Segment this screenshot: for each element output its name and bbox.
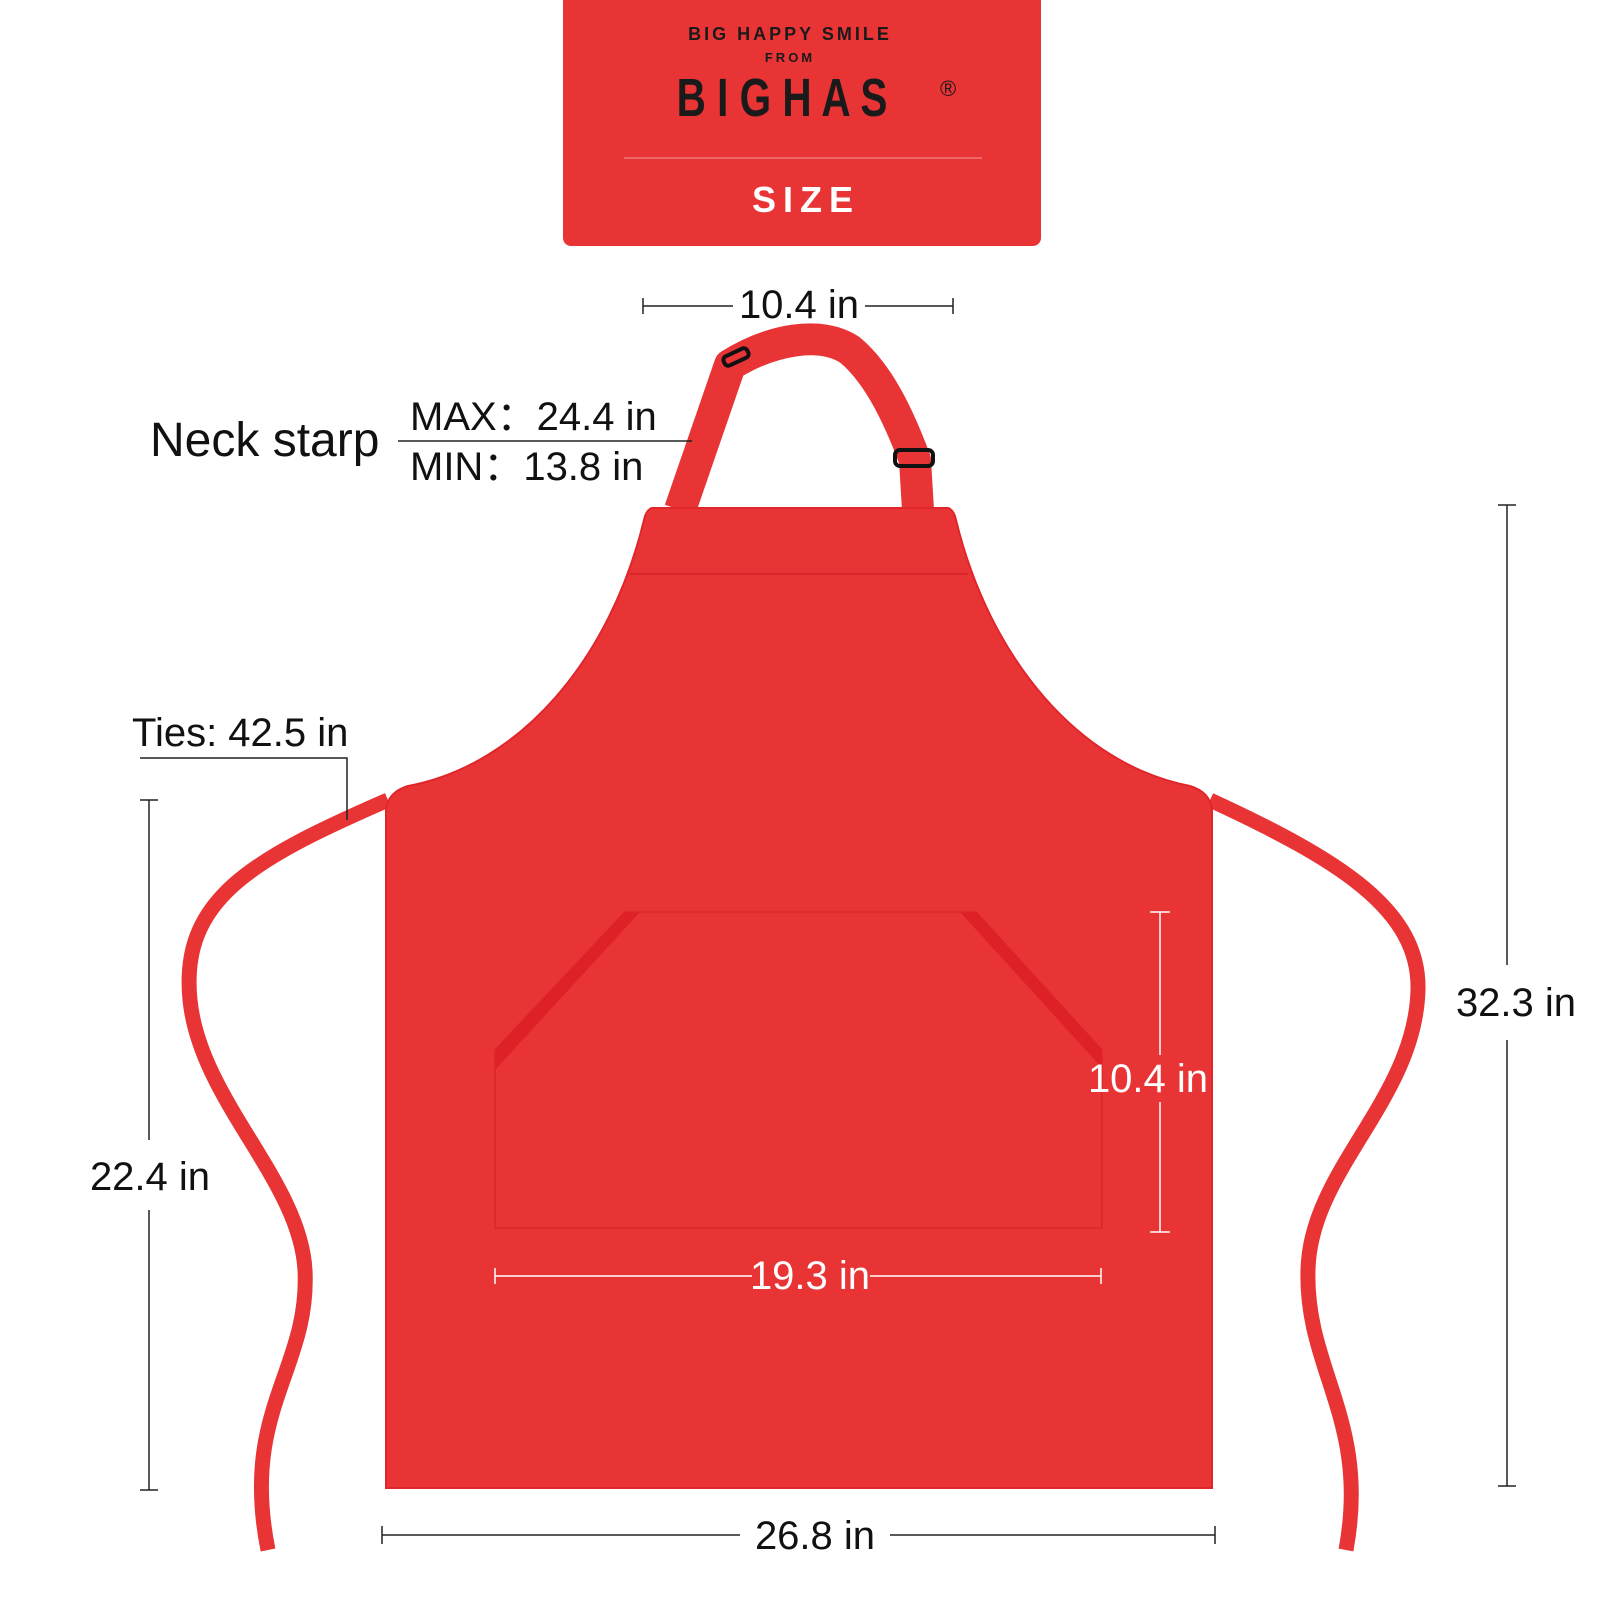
total-height-dimension: 32.3 in (1456, 504, 1576, 1487)
strap-buckle-icon (721, 346, 751, 368)
registered-mark: ® (940, 76, 956, 101)
brand-banner: BIG HAPPY SMILE FROM B I G H A S ® SIZE (563, 0, 1041, 246)
pocket-right-fold (960, 912, 1102, 1068)
neck-width-label: 10.4 in (739, 283, 859, 327)
brand-from: FROM (765, 50, 815, 65)
brand-tagline: BIG HAPPY SMILE (688, 24, 892, 44)
ties-dimension: Ties: 42.5 in (132, 711, 348, 820)
left-tie (181, 793, 391, 1552)
pocket-width-label: 19.3 in (750, 1254, 870, 1298)
pocket-width-dimension: 19.3 in (494, 1254, 1102, 1298)
neck-strap (664, 323, 934, 516)
lower-height-label: 22.4 in (90, 1155, 210, 1199)
neck-strap-dimension: Neck starp MAX：24.4 in MIN：13.8 in (150, 395, 692, 489)
size-title: SIZE (752, 179, 860, 220)
neck-strap-max: MAX：24.4 in (410, 395, 657, 439)
neck-strap-min: MIN：13.8 in (410, 445, 643, 489)
lower-height-dimension: 22.4 in (90, 799, 210, 1491)
neck-strap-label: Neck starp (150, 414, 379, 467)
brand-logo: B I G H A S (677, 68, 888, 128)
pocket-height-dimension: 10.4 in (1088, 911, 1208, 1233)
neck-width-dimension: 10.4 in (642, 283, 954, 327)
bottom-width-label: 26.8 in (755, 1514, 875, 1558)
ties-label: Ties: 42.5 in (132, 711, 348, 755)
total-height-label: 32.3 in (1456, 981, 1576, 1025)
pocket-left-fold (495, 912, 640, 1070)
pocket-height-label: 10.4 in (1088, 1057, 1208, 1101)
right-tie (1206, 793, 1426, 1552)
strap-slider-icon (893, 448, 935, 468)
bottom-width-dimension: 26.8 in (381, 1514, 1216, 1558)
